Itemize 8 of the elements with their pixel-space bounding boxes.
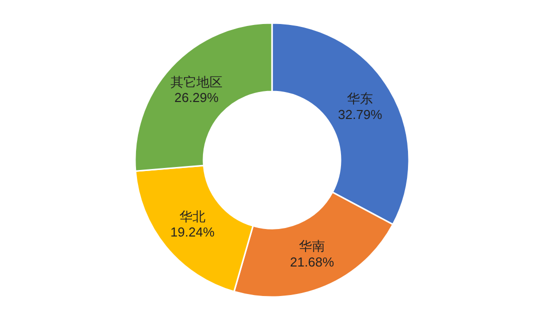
data-label: 21.68% (290, 254, 335, 270)
data-label: 32.79% (338, 106, 383, 122)
slice-label: 华东 (347, 91, 374, 106)
data-label: 19.24% (170, 224, 215, 240)
slice-label: 华北 (179, 209, 206, 224)
slice-label: 华南 (299, 238, 326, 254)
data-label: 26.29% (174, 90, 219, 106)
slice-label: 其它地区 (170, 74, 222, 90)
